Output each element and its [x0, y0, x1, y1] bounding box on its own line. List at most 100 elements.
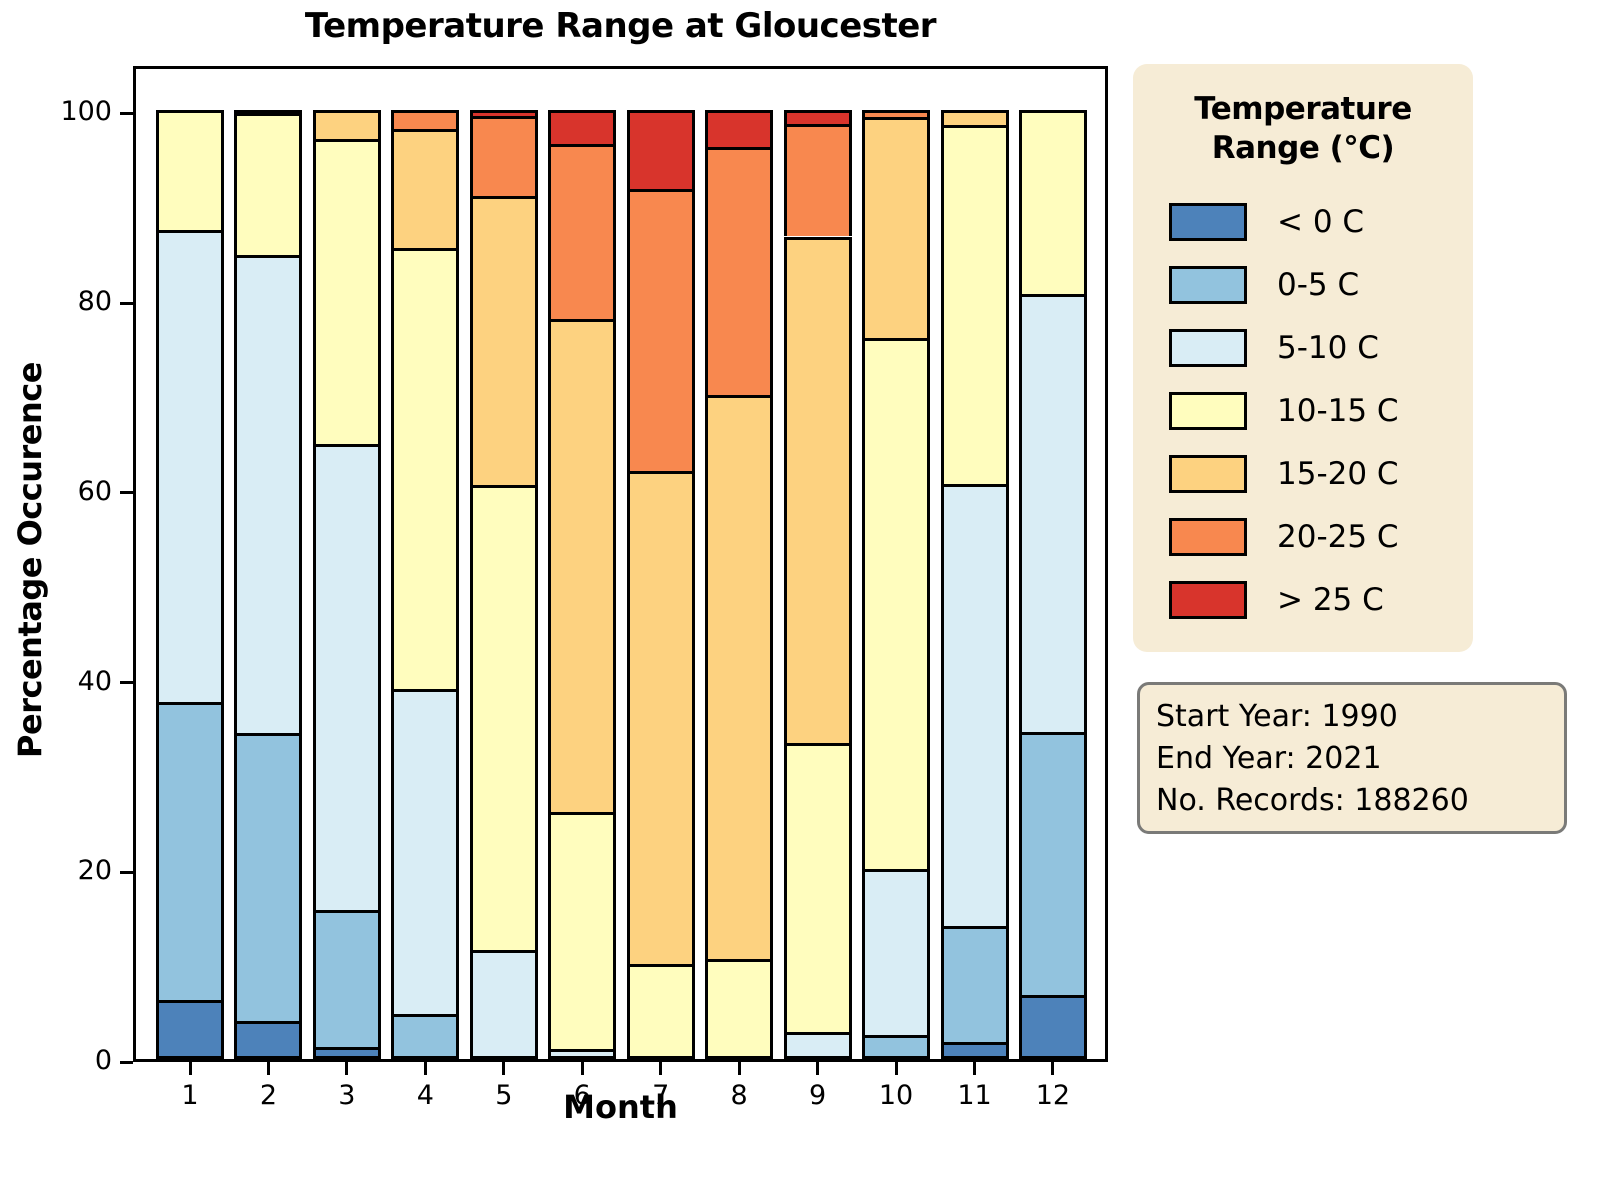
bar-segment-1520C: [705, 394, 774, 960]
y-tick-mark: [120, 681, 133, 685]
y-tick-mark: [120, 301, 133, 305]
bar-segment-510C: [469, 949, 538, 1059]
bar-month-10: [862, 110, 931, 1059]
x-tick-label: 1: [181, 1080, 199, 1111]
legend-item: 10-15 C: [1133, 380, 1473, 443]
bar-segment-1015C: [234, 113, 303, 256]
info-box: Start Year: 1990 End Year: 2021 No. Reco…: [1137, 682, 1567, 834]
x-tick-label: 11: [957, 1080, 992, 1111]
bar-month-4: [391, 110, 460, 1059]
bar-segment-25C: [783, 110, 852, 124]
x-tick-mark: [580, 1062, 584, 1075]
bar-segment-2025C: [862, 110, 931, 117]
bar-segment-1520C: [312, 110, 381, 139]
bar-segment-05C: [940, 926, 1009, 1042]
x-axis-label: Month: [563, 1088, 678, 1126]
bar-segment-05C: [312, 910, 381, 1047]
legend-label: < 0 C: [1277, 204, 1365, 241]
y-tick-label: 60: [77, 475, 112, 507]
bar-segment-1015C: [1018, 110, 1087, 295]
x-tick-mark: [1051, 1062, 1055, 1075]
legend-swatch: [1169, 581, 1247, 620]
x-tick-label: 6: [573, 1080, 591, 1111]
y-tick-mark: [120, 491, 133, 495]
bar-segment-2025C: [783, 123, 852, 237]
bar-segment-510C: [783, 1031, 852, 1059]
bar-segment-1520C: [862, 116, 931, 338]
bar-segment-1015C: [312, 138, 381, 445]
legend-item-list: < 0 C 0-5 C 5-10 C 10-15 C 15-20 C 20-25 C > 2…: [1133, 191, 1473, 632]
legend-label: 15-20 C: [1277, 456, 1399, 493]
y-tick-mark: [120, 870, 133, 874]
bar-segment-0C: [1018, 994, 1087, 1059]
bar-segment-510C: [391, 689, 460, 1015]
bar-segment-1520C: [940, 110, 1009, 125]
bar-segment-0C: [156, 1000, 224, 1059]
legend-item: < 0 C: [1133, 191, 1473, 254]
bar-segment-1520C: [783, 236, 852, 744]
bar-segment-1015C: [862, 338, 931, 870]
bar-month-7: [626, 110, 695, 1059]
bar-month-3: [312, 110, 381, 1059]
y-tick-label: 20: [77, 855, 112, 887]
bar-month-2: [234, 110, 303, 1059]
bar-segment-25C: [469, 110, 538, 116]
legend-label: > 25 C: [1277, 582, 1384, 619]
x-tick-label: 3: [338, 1080, 356, 1111]
bar-month-8: [705, 110, 774, 1059]
bar-segment-25C: [705, 110, 774, 148]
x-tick-label: 7: [652, 1080, 670, 1111]
bar-segment-2025C: [548, 143, 617, 320]
legend-item: > 25 C: [1133, 569, 1473, 632]
bar-month-5: [469, 110, 538, 1059]
x-tick-mark: [423, 1062, 427, 1075]
bar-segment-05C: [391, 1014, 460, 1059]
bar-segment-25C: [626, 110, 695, 190]
bar-segment-0C: [234, 1021, 303, 1059]
legend-item: 5-10 C: [1133, 317, 1473, 380]
bar-segment-1520C: [391, 129, 460, 248]
bar-segment-510C: [1018, 294, 1087, 732]
bar-segment-1520C: [234, 110, 303, 114]
bar-segment-510C: [548, 1048, 617, 1059]
legend: Temperature Range (°C) < 0 C 0-5 C 5-10 C 1…: [1133, 64, 1473, 652]
bar-month-11: [940, 110, 1009, 1059]
y-axis-label: Percentage Occurence: [11, 362, 49, 758]
x-tick-mark: [266, 1062, 270, 1075]
y-tick-label: 100: [60, 96, 112, 128]
info-end-year: End Year: 2021: [1156, 741, 1382, 776]
bar-month-6: [548, 110, 617, 1059]
y-tick-label: 80: [77, 286, 112, 318]
bar-segment-510C: [940, 484, 1009, 927]
bar-segment-510C: [156, 229, 224, 703]
bar-month-1: [156, 110, 224, 1059]
bar-segment-2025C: [705, 147, 774, 395]
legend-item: 15-20 C: [1133, 443, 1473, 506]
legend-title-line2: Range (°C): [1211, 130, 1395, 167]
y-tick-label: 40: [77, 665, 112, 697]
x-tick-label: 5: [495, 1080, 513, 1111]
legend-swatch: [1169, 392, 1247, 431]
info-start-year: Start Year: 1990: [1156, 699, 1398, 734]
bar-segment-1015C: [391, 247, 460, 690]
bar-segment-510C: [862, 869, 931, 1036]
y-tick-mark: [120, 111, 133, 115]
legend-swatch: [1169, 518, 1247, 557]
bar-segment-0C: [940, 1041, 1009, 1059]
x-tick-label: 12: [1035, 1080, 1071, 1111]
bar-segment-1015C: [469, 485, 538, 950]
x-tick-label: 9: [809, 1080, 827, 1111]
bar-segment-2025C: [391, 110, 460, 130]
legend-swatch: [1169, 203, 1247, 242]
legend-swatch: [1169, 329, 1247, 368]
plot-area: [133, 66, 1108, 1062]
legend-item: 20-25 C: [1133, 506, 1473, 569]
bar-segment-1015C: [548, 812, 617, 1049]
bar-segment-1520C: [626, 470, 695, 965]
bar-segment-1015C: [783, 743, 852, 1032]
bar-segment-510C: [312, 444, 381, 911]
x-tick-label: 4: [416, 1080, 434, 1111]
legend-label: 0-5 C: [1277, 267, 1360, 304]
info-num-records: No. Records: 188260: [1156, 783, 1469, 818]
